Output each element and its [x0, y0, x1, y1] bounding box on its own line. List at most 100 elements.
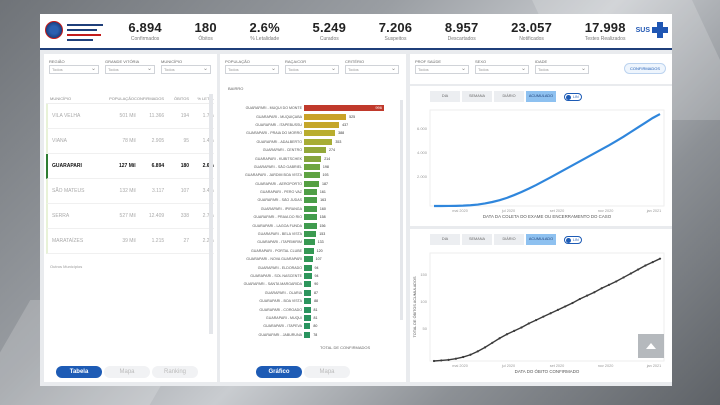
table-row[interactable]: SERRA 527 Mil 12.409 3382.7% [46, 204, 214, 229]
bar-label: GUARAPARI - MUQUIÇABA [256, 114, 302, 119]
x-tick-label: jul 2020 [501, 209, 515, 213]
bar-row[interactable]: GUARAPARI - SÃO JUDAS 163 [220, 196, 404, 204]
bar-value: 87 [313, 290, 318, 295]
cell-population: 501 Mil [119, 113, 136, 119]
column-header[interactable]: ÓBITOS [173, 96, 189, 101]
kpi-card: 23.057 Notificados [511, 20, 552, 42]
bar-row[interactable]: GUARAPARI - PRAIA DO RIO 158 [220, 213, 404, 221]
bar [304, 314, 311, 321]
toggle-label: LIN [573, 237, 579, 242]
bar [304, 331, 311, 338]
bar-label: GUARAPARI - SOL NASCENTE [250, 274, 302, 278]
chart-scrollbar[interactable] [400, 100, 403, 320]
bar [304, 138, 333, 145]
sus-logo-text: SUS [635, 26, 650, 34]
tab-acumulado[interactable]: ACUMULADO [526, 91, 556, 102]
bar-row[interactable]: GUARAPARI - MUQUI DO MONTE 996 [220, 104, 404, 112]
bar-row[interactable]: GUARAPARI - BOA VISTA 88 [220, 297, 404, 305]
table-row[interactable]: GUARAPARI 127 Mil 6.894 1802.6% [46, 154, 214, 179]
cell-lethality: 2.2% [189, 238, 214, 244]
bar-row[interactable]: GUARAPARI - NOVA GUARAPARI 107 [220, 255, 404, 263]
bar-row[interactable]: GUARAPARI - SÃO GABRIEL 198 [220, 163, 404, 171]
bar-row[interactable]: GUARAPARI - BELA VISTA 153 [220, 230, 404, 238]
bar-row[interactable]: GUARAPARI - OLARIA 87 [220, 289, 404, 297]
bar-row[interactable]: GUARAPARI - JABURUNA 78 [220, 331, 404, 339]
bar [304, 180, 320, 187]
bar-row[interactable]: GUARAPARI - IPIRANGA 160 [220, 205, 404, 213]
filter-group: SEXO Todos [475, 59, 529, 74]
filter-dropdown[interactable]: Todos [345, 65, 399, 74]
bar-row[interactable]: GUARAPARI - ITAPEVA 80 [220, 322, 404, 330]
filter-dropdown[interactable]: Todos [49, 65, 99, 74]
column-header[interactable]: CONFIRMADOS [133, 96, 164, 101]
bar-row[interactable]: GUARAPARI - SOL NASCENTE 94 [220, 272, 404, 280]
tab-semana[interactable]: SEMANA [462, 91, 492, 102]
tab-dia[interactable]: DIA [430, 91, 460, 102]
filter-dropdown[interactable]: Todos [475, 65, 529, 74]
bar-row[interactable]: GUARAPARI - JARDIM BOA VISTA 193 [220, 171, 404, 179]
cell-deaths: 107 [180, 188, 190, 194]
tab-diário[interactable]: DIÁRIO [494, 234, 524, 245]
view-button-gráfico[interactable]: Gráfico [256, 366, 302, 378]
bar-label: GUARAPARI - ITAPEVA [263, 324, 302, 329]
scroll-top-button[interactable] [638, 334, 664, 358]
bar-label: GUARAPARI - IPIRANGA [260, 206, 302, 211]
data-point [593, 291, 596, 294]
bar-row[interactable]: GUARAPARI - ELDORADO 94 [220, 263, 404, 271]
table-scrollbar[interactable] [209, 94, 213, 334]
bar-value: 388 [338, 131, 345, 136]
cell-name: GUARAPARI [52, 163, 82, 169]
data-point [607, 283, 611, 286]
scale-toggle[interactable]: LIN [564, 235, 582, 244]
table-row[interactable]: MARATAÍZES 39 Mil 1.215 272.2% [46, 229, 214, 254]
bar-row[interactable]: GUARAPARI - ADALBERTO 353 [220, 138, 404, 146]
bar-row[interactable]: GUARAPARI - COROADO 81 [220, 305, 404, 313]
bar-row[interactable]: GUARAPARI - AEROPORTO 187 [220, 180, 404, 188]
tab-acumulado[interactable]: ACUMULADO [526, 234, 556, 245]
view-button-mapa[interactable]: Mapa [104, 366, 150, 378]
x-tick-label: nov 2020 [598, 364, 614, 368]
cell-deaths: 338 [180, 213, 190, 219]
bar-row[interactable]: GUARAPARI - SANTA MARGARIDA 90 [220, 280, 404, 288]
bar-row[interactable]: GUARAPARI - KUBITSCHEK 214 [220, 154, 404, 162]
bar-row[interactable]: GUARAPARI - ITAPEBUSSU 437 [220, 121, 404, 129]
filter-label: GRANDE VITÓRIA [105, 59, 140, 64]
filter-dropdown[interactable]: Todos [161, 65, 211, 74]
column-header[interactable]: MUNICÍPIO [50, 96, 72, 101]
bar [304, 113, 347, 120]
column-header[interactable]: POPULAÇÃO [109, 96, 134, 101]
kpi-card: 17.998 Testes Realizados [585, 20, 626, 42]
filter-dropdown[interactable]: Todos [285, 65, 339, 74]
bar-row[interactable]: GUARAPARI - PORTAL CLUBE 120 [220, 247, 404, 255]
bar [304, 256, 313, 263]
bar-row[interactable]: GUARAPARI - LAGOA FUNDA 156 [220, 221, 404, 229]
bar-row[interactable]: GUARAPARI - MUQUIÇABA 525 [220, 112, 404, 120]
bar-row[interactable]: GUARAPARI - PERO VAZ 161 [220, 188, 404, 196]
table-row[interactable]: VILA VELHA 501 Mil 11.366 1941.7% [46, 104, 214, 129]
bar-row[interactable]: GUARAPARI - MUQUI 81 [220, 314, 404, 322]
view-button-tabela[interactable]: Tabela [56, 366, 102, 378]
tab-diário[interactable]: DIÁRIO [494, 91, 524, 102]
x-tick-label: mai 2020 [452, 209, 468, 213]
table-row[interactable]: VIANA 78 Mil 2.905 951.4% [46, 129, 214, 154]
filter-dropdown[interactable]: Todos [225, 65, 279, 74]
bar-label: GUARAPARI - ELDORADO [257, 265, 302, 270]
cell-confirmed: 6.894 [151, 163, 165, 169]
bar-row[interactable]: GUARAPARI - PRAIA DO MORRO 388 [220, 129, 404, 137]
view-button-mapa[interactable]: Mapa [304, 366, 350, 378]
filter-dropdown[interactable]: Todos [535, 65, 589, 74]
bar-value: 198 [322, 164, 329, 169]
bar-row[interactable]: GUARAPARI - CENTRO 274 [220, 146, 404, 154]
view-button-ranking[interactable]: Ranking [152, 366, 198, 378]
column-header[interactable]: % LETAL [197, 96, 215, 101]
filter-dropdown[interactable]: Todos [105, 65, 155, 74]
scale-toggle[interactable]: LIN [564, 92, 582, 101]
table-row[interactable]: SÃO MATEUS 132 Mil 3.117 1073.4% [46, 179, 214, 204]
tab-semana[interactable]: SEMANA [462, 234, 492, 245]
sus-logo: SUS [636, 22, 668, 38]
tab-dia[interactable]: DIA [430, 234, 460, 245]
confirmed-badge[interactable]: CONFIRMADOS [624, 63, 666, 74]
filter-dropdown[interactable]: Todos [415, 65, 469, 74]
bar-chart-xlabel: TOTAL DE CONFIRMADOS [320, 345, 371, 350]
bar-row[interactable]: GUARAPARI - ITAPEMIRIM 133 [220, 238, 404, 246]
